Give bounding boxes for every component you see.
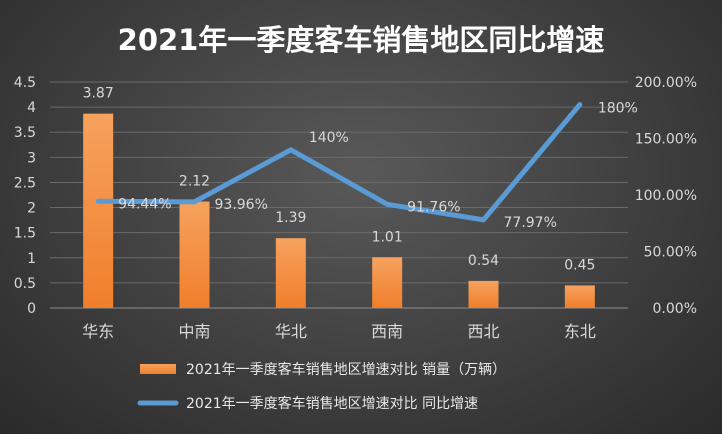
y-left-tick-label: 2.5 [14,175,36,191]
line-data-label: 140% [309,130,349,146]
line-data-label: 93.96% [215,197,268,213]
y-left-tick-label: 0 [27,301,36,317]
category-label: 西北 [467,322,499,341]
category-label: 中南 [178,322,210,341]
bar-data-label: 3.87 [83,86,114,102]
category-label: 西南 [371,322,403,341]
y-right-tick-label: 150.00% [635,132,697,148]
y-left-tick-label: 4.5 [14,75,36,91]
bar [564,285,595,308]
growth-line [95,102,583,223]
y-right-tick-label: 0.00% [653,301,697,317]
y-left-tick-label: 2 [27,201,36,217]
legend-line-label: 2021年一季度客车销售地区增速对比 同比增速 [186,395,478,412]
y-left-tick-label: 4 [27,100,36,116]
legend-bar-swatch [140,364,176,374]
bar-data-label: 2.12 [179,174,210,190]
y-left-tick-label: 0.5 [14,276,36,292]
y-right-tick-label: 200.00% [635,75,697,91]
y-left-tick-label: 1.5 [14,226,36,242]
bar [468,280,499,308]
bar [83,113,114,308]
line-data-label: 77.97% [504,215,557,231]
bar [275,238,306,308]
y-left-tick-label: 3 [27,150,36,166]
line-data-label: 180% [598,101,638,117]
line-data-label: 91.76% [407,199,460,215]
bar-data-label: 1.39 [275,210,306,226]
bar-data-label: 0.54 [468,253,499,269]
bar [179,201,210,308]
category-label: 东北 [564,322,596,341]
bar [372,257,403,308]
y-right-tick-label: 50.00% [644,245,697,261]
y-left-tick-label: 1 [27,251,36,267]
y-left-tick-label: 3.5 [14,125,36,141]
category-label: 华东 [82,322,114,341]
legend-bar-label: 2021年一季度客车销售地区增速对比 销量（万辆） [186,361,506,378]
bar-data-label: 0.45 [564,257,595,273]
line-data-label: 94.44% [118,196,171,212]
category-label: 华北 [275,322,307,341]
chart-title: 2021年一季度客车销售地区同比增速 [118,23,605,57]
y-right-tick-label: 100.00% [635,188,697,204]
bar-data-label: 1.01 [372,229,403,245]
